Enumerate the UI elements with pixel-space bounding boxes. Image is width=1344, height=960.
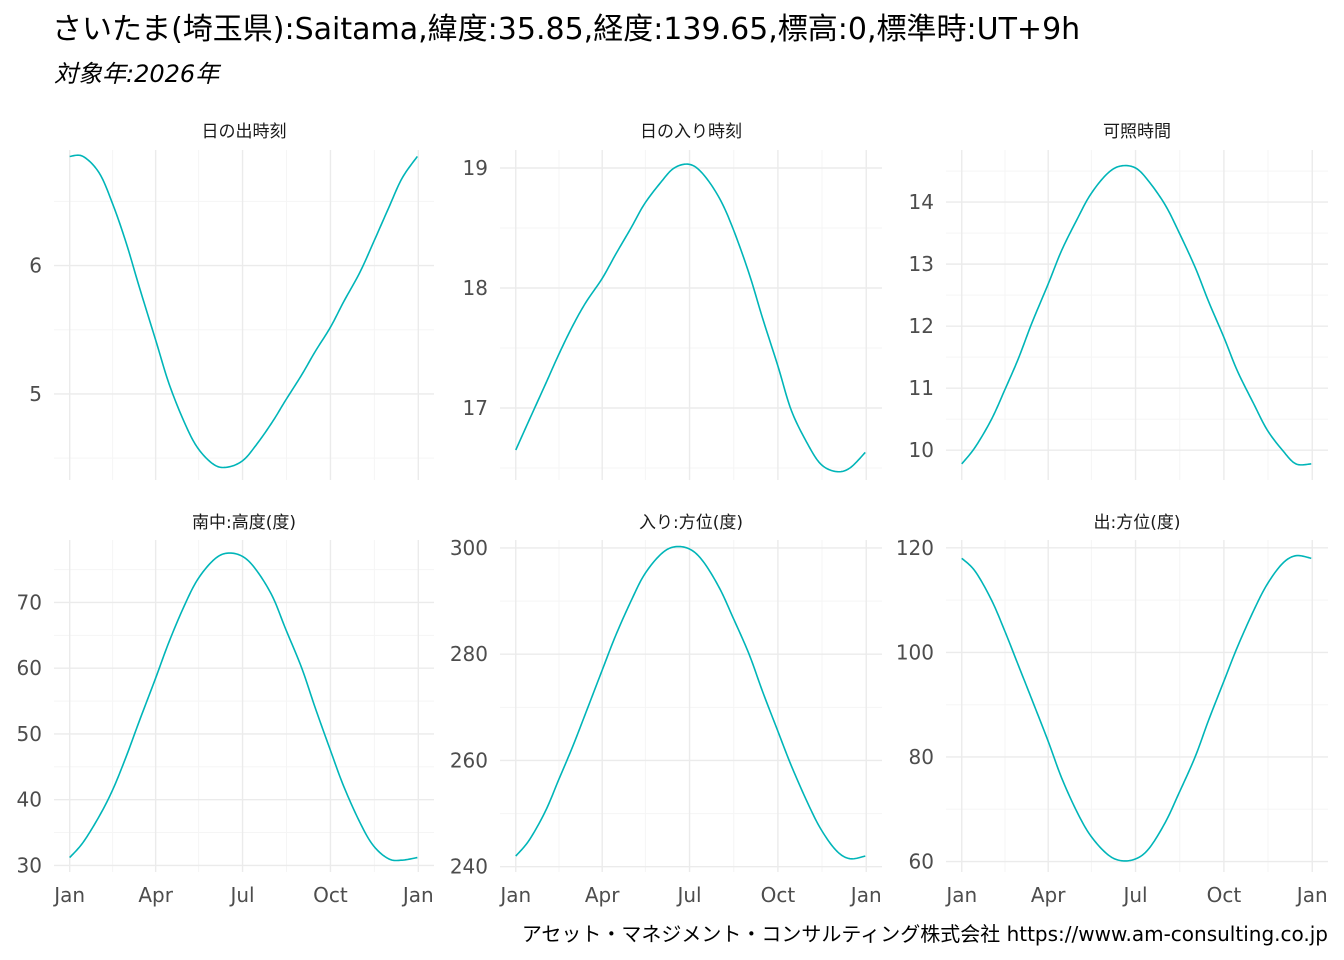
y-tick-label: 240 xyxy=(450,855,488,879)
y-tick-label: 30 xyxy=(17,853,42,877)
panel-title: 出:方位(度) xyxy=(1094,513,1181,533)
x-tick-label: Jan xyxy=(498,883,531,907)
y-tick-label: 17 xyxy=(463,396,488,420)
y-tick-label: 5 xyxy=(29,382,42,406)
x-tick-label: Apr xyxy=(1031,883,1066,907)
y-tick-label: 60 xyxy=(909,850,934,874)
x-tick-label: Oct xyxy=(761,883,796,907)
y-tick-label: 100 xyxy=(896,640,934,664)
panel-title: 日の入り時刻 xyxy=(640,122,742,142)
x-tick-label: Jul xyxy=(228,883,254,907)
series-line xyxy=(961,164,1312,466)
x-tick-label: Jan xyxy=(401,883,434,907)
panel-2: 17 18 19 日の入り時刻 xyxy=(463,122,882,480)
panel-title: 日の出時刻 xyxy=(202,122,287,142)
x-tick-label: Apr xyxy=(585,883,620,907)
panel-title: 入り:方位(度) xyxy=(639,513,743,533)
y-tick-label: 13 xyxy=(909,252,934,276)
y-tick-label: 10 xyxy=(909,438,934,462)
x-tick-label: Oct xyxy=(1207,883,1242,907)
series-line xyxy=(961,554,1312,862)
y-tick-label: 18 xyxy=(463,276,488,300)
y-tick-label: 11 xyxy=(909,376,934,400)
x-tick-label: Jul xyxy=(1121,883,1147,907)
series-line xyxy=(515,163,866,473)
x-tick-label: Jul xyxy=(675,883,701,907)
x-tick-label: Jan xyxy=(1295,883,1328,907)
page-subtitle: 対象年:2026年 xyxy=(54,60,220,88)
panel-5: 240 260 280 300 入り:方位(度) Jan Apr Jul Oct Jan xyxy=(450,513,882,907)
panel-title: 南中:高度(度) xyxy=(192,513,296,533)
y-tick-label: 70 xyxy=(17,590,42,614)
panel-title: 可照時間 xyxy=(1103,122,1171,142)
y-tick-label: 300 xyxy=(450,536,488,560)
x-tick-label: Apr xyxy=(138,883,173,907)
page-title: さいたま(埼玉県):Saitama,緯度:35.85,経度:139.65,標高:… xyxy=(52,12,1081,47)
credit-text: アセット・マネジメント・コンサルティング株式会社 https://www.am-… xyxy=(521,922,1328,946)
y-tick-label: 14 xyxy=(909,190,934,214)
panel-3: 10 11 12 13 14 可照時間 xyxy=(909,122,1328,480)
y-tick-label: 50 xyxy=(17,722,42,746)
y-tick-label: 260 xyxy=(450,748,488,772)
y-tick-label: 60 xyxy=(17,656,42,680)
y-tick-label: 12 xyxy=(909,314,934,338)
x-tick-label: Jan xyxy=(944,883,977,907)
x-tick-label: Oct xyxy=(313,883,348,907)
y-tick-label: 19 xyxy=(463,156,488,180)
y-tick-label: 120 xyxy=(896,536,934,560)
y-tick-label: 6 xyxy=(29,254,42,278)
series-line xyxy=(69,154,419,469)
series-line xyxy=(515,545,866,860)
y-tick-label: 40 xyxy=(17,788,42,812)
y-tick-label: 280 xyxy=(450,642,488,666)
x-tick-label: Jan xyxy=(52,883,85,907)
series-line xyxy=(69,552,418,862)
x-tick-label: Jan xyxy=(849,883,882,907)
panel-1: 5 6 日の出時刻 xyxy=(29,122,434,480)
panel-4: 30 40 50 60 70 南中:高度(度) Jan Apr Jul Oct Jan xyxy=(17,513,434,907)
panel-6: 60 80 100 120 出:方位(度) Jan Apr Jul Oct Jan xyxy=(896,513,1328,907)
y-tick-label: 80 xyxy=(909,745,934,769)
